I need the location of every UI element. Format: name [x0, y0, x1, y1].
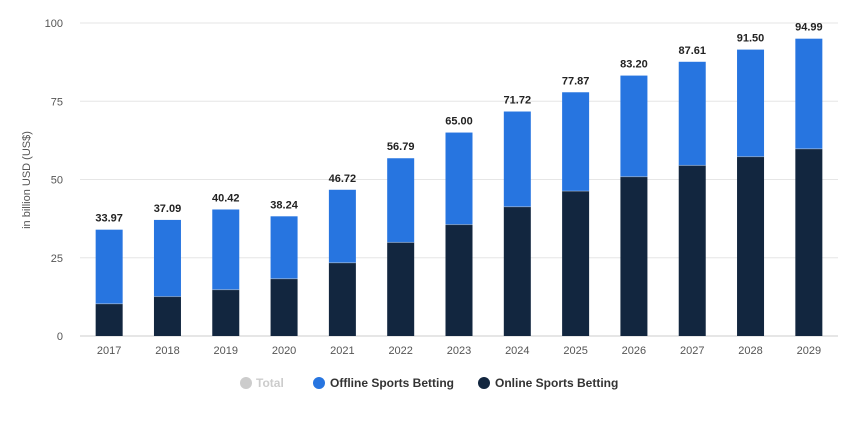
legend-label-total: Total — [256, 376, 284, 390]
bar-divider — [387, 241, 415, 243]
bar-divider — [503, 206, 531, 208]
bar-online-sports-betting — [328, 262, 356, 336]
legend-marker-offline-sports-betting — [313, 377, 325, 389]
bar-divider — [212, 289, 240, 291]
bar-online-sports-betting — [270, 278, 298, 336]
bar-divider — [620, 176, 648, 178]
x-tick-label: 2018 — [155, 345, 179, 357]
bar-divider — [795, 148, 823, 150]
x-tick-label: 2027 — [680, 345, 704, 357]
bar-online-sports-betting — [678, 165, 706, 336]
x-tick-label: 2025 — [563, 345, 587, 357]
total-data-label: 40.42 — [212, 192, 240, 204]
x-tick-label: 2024 — [505, 345, 529, 357]
bar-offline-sports-betting — [445, 132, 473, 225]
legend-marker-total — [240, 377, 252, 389]
bar-online-sports-betting — [445, 224, 473, 336]
x-tick-label: 2029 — [797, 345, 821, 357]
bar-divider — [678, 164, 706, 166]
bar-divider — [445, 224, 473, 226]
bar-offline-sports-betting — [153, 219, 181, 297]
x-tick-label: 2019 — [214, 345, 238, 357]
bar-online-sports-betting — [737, 156, 765, 336]
total-data-label: 38.24 — [270, 199, 298, 211]
total-data-label: 56.79 — [387, 141, 415, 153]
total-data-label: 77.87 — [562, 75, 590, 87]
bar-offline-sports-betting — [328, 189, 356, 263]
x-tick-label: 2021 — [330, 345, 354, 357]
bar-divider — [153, 296, 181, 298]
legend: Total Offline Sports Betting Online Sports… — [240, 376, 618, 390]
total-data-label: 94.99 — [795, 22, 823, 34]
bar-offline-sports-betting — [795, 38, 823, 149]
total-data-label: 87.61 — [678, 45, 706, 57]
bar-divider — [562, 190, 590, 192]
bar-offline-sports-betting — [678, 61, 706, 166]
bar-offline-sports-betting — [620, 75, 648, 177]
bar-offline-sports-betting — [503, 111, 531, 207]
bar-offline-sports-betting — [270, 216, 298, 279]
y-tick-label: 100 — [45, 18, 63, 30]
bar-online-sports-betting — [503, 206, 531, 336]
total-data-label: 91.50 — [737, 33, 765, 45]
legend-marker-online-sports-betting — [478, 377, 490, 389]
y-tick-label: 0 — [57, 331, 63, 343]
y-tick-label: 75 — [51, 96, 63, 108]
x-tick-label: 2026 — [622, 345, 646, 357]
y-tick-label: 25 — [51, 253, 63, 265]
bar-divider — [737, 156, 765, 158]
legend-label-online-sports-betting: Online Sports Betting — [495, 376, 618, 390]
bar-online-sports-betting — [620, 176, 648, 336]
bar-online-sports-betting — [795, 148, 823, 336]
labels: 0 25 50 75 100 33.97 2017 37.09 2018 40.42 2019 38.… — [45, 18, 823, 357]
bars — [95, 38, 823, 336]
bar-online-sports-betting — [387, 242, 415, 336]
total-data-label: 83.20 — [620, 59, 648, 71]
x-tick-label: 2028 — [738, 345, 762, 357]
total-data-label: 65.00 — [445, 116, 473, 128]
bar-divider — [328, 262, 356, 264]
total-data-label: 71.72 — [504, 95, 532, 107]
x-tick-label: 2023 — [447, 345, 471, 357]
bar-divider — [95, 303, 123, 305]
bar-offline-sports-betting — [95, 229, 123, 304]
bar-online-sports-betting — [212, 289, 240, 336]
x-tick-label: 2020 — [272, 345, 296, 357]
legend-label-offline-sports-betting: Offline Sports Betting — [330, 376, 454, 390]
x-tick-label: 2017 — [97, 345, 121, 357]
bar-online-sports-betting — [95, 303, 123, 336]
bar-online-sports-betting — [153, 296, 181, 336]
bar-offline-sports-betting — [737, 49, 765, 157]
bar-offline-sports-betting — [212, 209, 240, 290]
bar-offline-sports-betting — [562, 92, 590, 192]
bar-online-sports-betting — [562, 191, 590, 336]
bar-divider — [270, 278, 298, 280]
bar-offline-sports-betting — [387, 158, 415, 243]
x-tick-label: 2022 — [388, 345, 412, 357]
total-data-label: 33.97 — [95, 213, 123, 225]
y-tick-label: 50 — [51, 175, 63, 187]
y-axis-title: in billion USD (US$) — [21, 131, 33, 229]
total-data-label: 37.09 — [154, 203, 182, 215]
total-data-label: 46.72 — [329, 173, 357, 185]
